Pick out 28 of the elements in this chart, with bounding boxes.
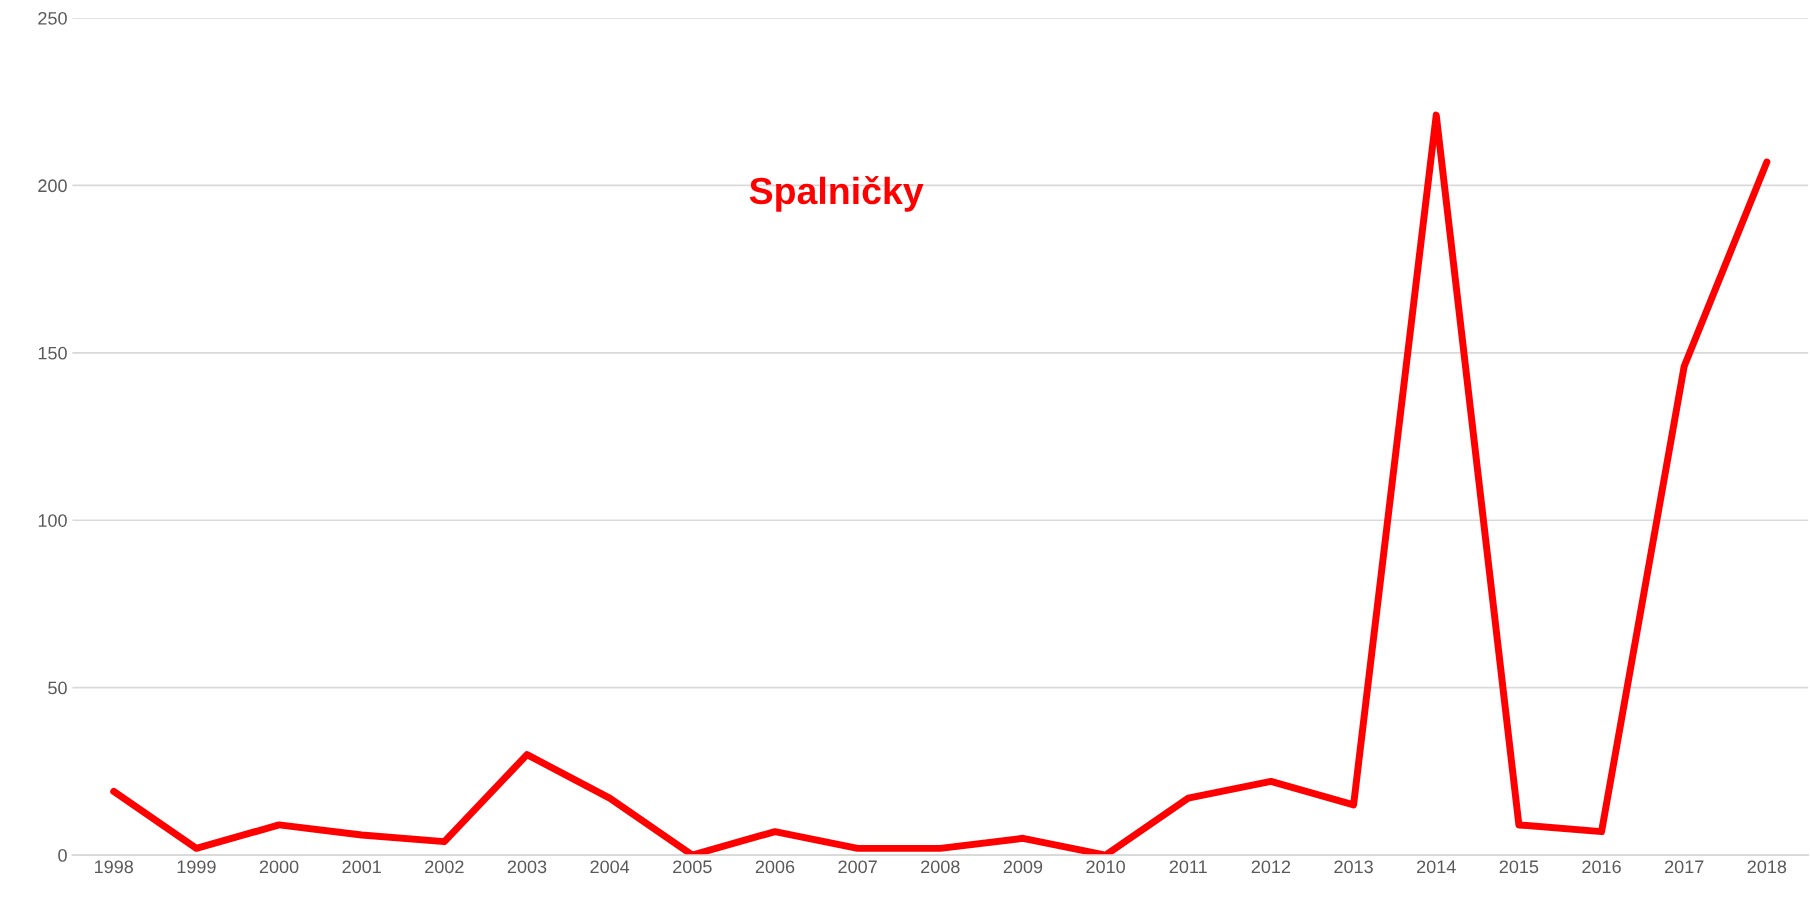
- x-tick-label: 2015: [1499, 860, 1539, 874]
- y-tick-label: 250: [38, 11, 67, 25]
- x-tick-label: 2001: [342, 860, 381, 874]
- x-tick-label: 2003: [507, 860, 547, 874]
- x-tick-label: 2017: [1665, 860, 1704, 874]
- x-tick-label: 1999: [177, 860, 216, 874]
- x-tick-label: 2000: [259, 860, 299, 874]
- y-tick-label: 50: [48, 681, 67, 695]
- x-tick-label: 2004: [590, 860, 630, 874]
- x-tick-label: 2016: [1582, 860, 1621, 874]
- x-tick-label: 2005: [673, 860, 712, 874]
- text: Spalničky: [749, 175, 924, 212]
- x-tick-label: 2013: [1334, 860, 1373, 874]
- x-tick-label: 2012: [1251, 860, 1291, 874]
- x-tick-label: 2018: [1747, 860, 1787, 874]
- x-tick-label: 2007: [838, 860, 877, 874]
- x-tick-label: 2006: [755, 860, 795, 874]
- x-tick-label: 1998: [95, 860, 134, 874]
- x-tick-label: 2002: [425, 860, 464, 874]
- x-tick-label: 2014: [1417, 860, 1456, 874]
- x-tick-label: 2010: [1086, 860, 1125, 874]
- x-tick-label: 2011: [1169, 860, 1207, 874]
- y-tick-label: 0: [58, 848, 67, 862]
- y-tick-label: 150: [38, 346, 67, 360]
- x-tick-label: 2009: [1003, 860, 1043, 874]
- x-tick-label: 2008: [921, 860, 960, 874]
- y-tick-label: 100: [38, 514, 67, 527]
- y-tick-label: 200: [38, 179, 67, 193]
